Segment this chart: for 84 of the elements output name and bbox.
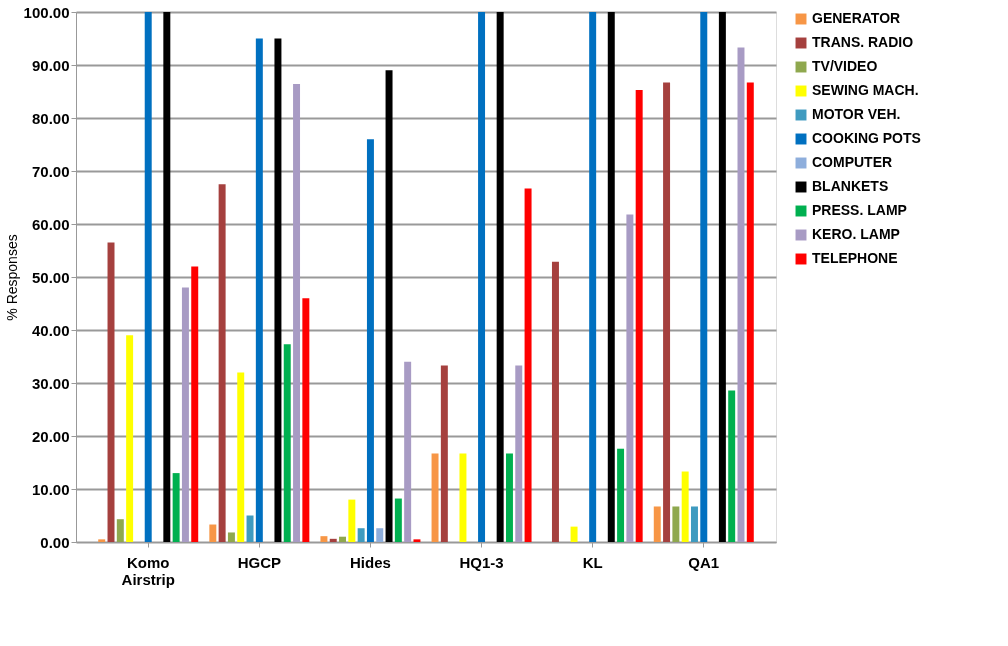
bar [237,372,245,542]
bar [357,528,365,542]
bar [589,12,597,542]
y-tick-label: 80.00 [31,109,70,127]
bar [191,266,199,542]
bar [339,536,347,542]
legend-label: TELEPHONE [812,250,898,266]
bar [385,70,393,542]
x-tick-label: HQ1-3 [459,553,504,571]
bar [98,539,106,542]
bar [607,12,615,542]
x-tick-label: Hides [350,553,391,571]
legend-label: BLANKETS [812,178,889,194]
bar [570,526,578,542]
legend-label: SEWING MACH. [812,82,919,98]
bar [181,287,189,542]
bar [320,536,328,542]
bar [376,528,384,542]
bar [524,188,532,542]
bar [496,12,504,542]
bar [172,473,180,542]
y-tick-label: 50.00 [31,268,70,286]
bar [163,12,171,542]
y-tick-label: 30.00 [31,374,70,392]
bar [737,47,745,542]
bar [728,390,736,542]
bar [635,89,643,542]
bar [478,12,486,542]
y-tick-label: 60.00 [31,215,70,233]
bar [348,499,356,542]
bar [283,344,291,542]
bar [700,12,708,542]
y-tick-label: 20.00 [31,427,70,445]
bar [413,539,421,542]
legend-label: MOTOR VEH. [812,106,901,122]
bar [218,184,226,542]
legend-label: COOKING POTS [812,130,921,146]
bar [505,453,513,542]
bar [302,298,310,542]
x-tick-label: HGCP [237,553,282,571]
bar [718,12,726,542]
x-tick-label: KL [582,553,603,571]
legend-label: TV/VIDEO [812,58,878,74]
bar [404,361,412,542]
bar [293,84,301,542]
bar [653,506,661,542]
y-tick-label: 10.00 [31,480,70,498]
x-tick-label: QA1 [688,553,720,571]
y-tick-label: 40.00 [31,321,70,339]
bar [209,524,217,542]
bar [626,214,634,542]
bar [440,365,448,542]
bar [246,515,254,542]
bar [116,519,124,542]
bar [126,335,134,542]
bar [746,82,754,542]
bar [515,365,523,542]
bar [617,448,625,542]
bar [431,453,439,542]
legend-label: GENERATOR [812,10,901,26]
x-tick-label: Komo Airstrip [121,553,175,588]
bar [681,471,689,542]
bar [663,82,671,542]
bar [394,498,402,542]
bar [672,506,680,542]
bar [551,261,559,542]
bar [459,453,467,542]
y-tick-label: 90.00 [31,56,70,74]
bar [366,139,374,542]
bar [227,532,235,542]
bar [107,242,115,542]
bar [274,38,282,542]
y-tick-label: 0.00 [40,533,70,551]
bar [690,506,698,542]
y-tick-label: 100.00 [23,3,70,21]
bar [255,38,263,542]
legend-label: PRESS. LAMP [812,202,907,218]
legend-label: TRANS. RADIO [812,34,914,50]
legend-label: COMPUTER [812,154,893,170]
bar [329,538,337,542]
y-tick-label: 70.00 [31,162,70,180]
y-axis-title: % Responses [3,234,20,321]
legend-label: KERO. LAMP [812,226,900,242]
bar [144,12,152,542]
